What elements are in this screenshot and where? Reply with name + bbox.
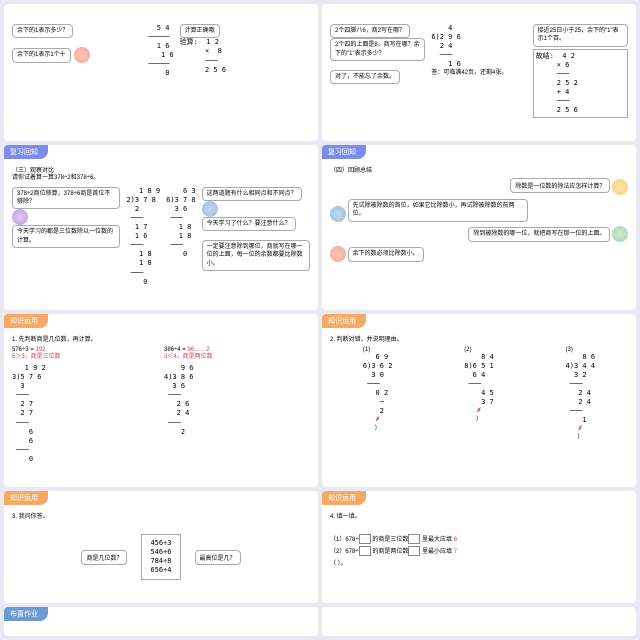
math-work: 5 4 ───── 1 6 1 6 ───── 0	[148, 24, 173, 79]
section-tag: 布置作业	[4, 607, 48, 621]
card-2: 2个四脚八6，商2写在哪？ 2个四的上面是8，商写在哪？余下的"1"表示多少？ …	[322, 4, 636, 141]
bubble: 余下的1表示1个十	[12, 48, 71, 62]
section-tag: 知识运用	[4, 491, 48, 505]
section-tag: 复习回知	[322, 145, 366, 159]
avatar	[202, 201, 218, 217]
section-tag: 知识运用	[322, 314, 366, 328]
card-review-compare: 复习回知 （三）观察对比 请你试着算一算378÷2和378÷6。 378÷2商位…	[4, 145, 318, 309]
blank-box	[359, 546, 371, 556]
avatar	[330, 246, 346, 262]
blank-box	[359, 534, 371, 544]
avatar	[612, 179, 628, 195]
card-review-summary: 复习回知 （四）回顾总结 除数是一位数的除法应怎样计算？ 先试除被除数的首位，如…	[322, 145, 636, 309]
avatar	[74, 47, 90, 63]
section-tag: 知识运用	[322, 491, 366, 505]
card-apply-2: 知识运用 2. 判断对错，并说明理由。 (1) 6 9 6)3 6 2 3 0 …	[322, 314, 636, 487]
card-1: 余下的1表示多少？ 余下的1表示1个十 5 4 ───── 1 6 1 6 ──…	[4, 4, 318, 141]
card-apply-4: 知识运用 4. 填一填。 （1）678÷ 的商是三位数 里最大应填 6 （2）6…	[322, 491, 636, 603]
card-apply-3: 知识运用 3. 我问你答。 商是几位数？ 456÷3 546÷6 784÷8 6…	[4, 491, 318, 603]
avatar	[12, 209, 28, 225]
card-homework: 布置作业	[4, 607, 318, 636]
section-tag: 知识运用	[4, 314, 48, 328]
section-tag: 复习回知	[4, 145, 48, 159]
avatar	[612, 226, 628, 242]
avatar	[330, 206, 346, 222]
card-apply-1: 知识运用 1. 先判断商是几位数，再计算。 576÷3 = 192 5＞3，商是…	[4, 314, 318, 487]
bubble: 余下的1表示多少？	[12, 24, 73, 38]
